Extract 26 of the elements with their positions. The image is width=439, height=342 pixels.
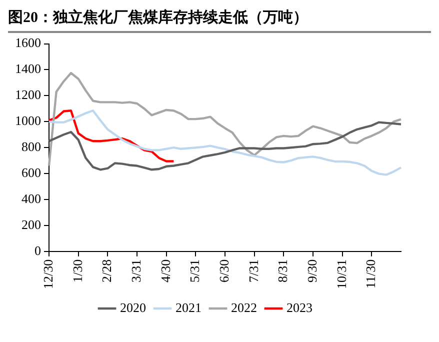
y-tick-label: 800 <box>22 139 41 154</box>
x-tick-label: 1/30 <box>70 259 85 283</box>
legend-label: 2023 <box>286 300 312 315</box>
y-tick-label: 1400 <box>15 61 41 76</box>
legend-label: 2022 <box>231 300 257 315</box>
y-tick-label: 400 <box>22 190 41 206</box>
x-tick-label: 11/30 <box>363 259 378 289</box>
legend-label: 2021 <box>176 300 202 315</box>
y-tick-label: 1000 <box>15 113 41 128</box>
x-tick-label: 2/28 <box>99 259 114 283</box>
y-tick-label: 0 <box>34 242 41 258</box>
x-tick-label: 4/30 <box>158 259 173 283</box>
chart-title: 图20：独立焦化厂焦煤库存持续走低（万吨） <box>8 8 431 33</box>
x-tick-label: 9/30 <box>304 259 320 283</box>
x-tick-label: 7/31 <box>246 259 261 283</box>
y-tick-label: 1600 <box>15 35 41 50</box>
y-tick-label: 600 <box>22 164 41 180</box>
x-tick-label: 12/30 <box>40 259 56 290</box>
x-tick-label: 3/31 <box>128 259 144 283</box>
x-tick-label: 10/31 <box>334 259 349 290</box>
y-tick-label: 1200 <box>15 87 41 102</box>
x-tick-label: 8/31 <box>275 259 290 283</box>
x-tick-label: 6/30 <box>216 259 232 283</box>
legend-label: 2020 <box>120 300 146 315</box>
x-tick-label: 5/31 <box>187 259 202 283</box>
y-tick-label: 200 <box>22 216 41 232</box>
